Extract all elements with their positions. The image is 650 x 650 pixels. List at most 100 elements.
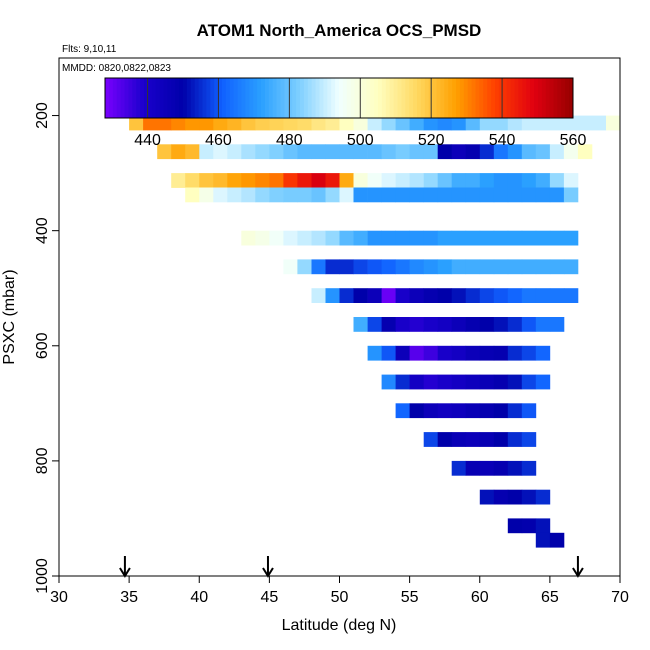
heatmap-cell: [409, 317, 424, 332]
heatmap-cell: [269, 230, 284, 246]
heatmap-cell: [409, 259, 424, 275]
colorbar-segment: [385, 78, 391, 118]
heatmap-cell: [479, 345, 495, 361]
heatmap-cell: [437, 403, 453, 419]
heatmap-cell: [535, 374, 551, 390]
heatmap-cell: [353, 173, 368, 188]
colorbar-tick-label: 540: [489, 132, 516, 149]
colorbar-segment: [569, 78, 574, 118]
colorbar-segment: [120, 78, 125, 118]
heatmap-cell: [507, 345, 523, 361]
heatmap-cell: [269, 115, 284, 131]
heatmap-cell: [535, 489, 551, 505]
heatmap-cell: [395, 230, 410, 246]
colorbar-segment: [198, 78, 203, 118]
colorbar-segment: [471, 78, 476, 118]
colorbar-segment: [202, 78, 207, 118]
heatmap-cell: [367, 115, 382, 131]
heatmap-cell: [325, 187, 340, 203]
heatmap-cell: [381, 115, 396, 131]
heatmap-cell: [521, 187, 537, 203]
heatmap-cell: [493, 489, 509, 505]
colorbar-segment: [409, 78, 414, 118]
heatmap-cell: [451, 288, 467, 303]
heatmap-cell: [437, 230, 453, 246]
heatmap-cell: [353, 230, 368, 246]
heatmap-cell: [367, 144, 382, 160]
heatmap-cell: [451, 173, 467, 188]
heatmap-cell: [465, 345, 481, 361]
heatmap-cell: [507, 259, 523, 275]
heatmap-cell: [297, 173, 312, 188]
heatmap-cell: [423, 144, 439, 160]
heatmap-cell: [493, 317, 509, 332]
heatmap-cell: [451, 115, 467, 131]
heatmap-cell: [227, 187, 242, 203]
colorbar-segment: [179, 78, 184, 118]
colorbar-segment: [483, 78, 488, 118]
heatmap-cell: [451, 144, 467, 160]
heatmap-cell: [311, 259, 326, 275]
heatmap-cell: [339, 259, 354, 275]
colorbar-segment: [296, 78, 301, 118]
colorbar-segment: [510, 78, 515, 118]
colorbar-frame: [104, 77, 574, 119]
heatmap-cell: [381, 259, 396, 275]
heatmap-cell: [437, 173, 453, 188]
colorbar-segment: [225, 78, 231, 118]
heatmap-cell: [493, 187, 509, 203]
heatmap-cell: [409, 374, 424, 390]
colorbar-segment: [475, 78, 480, 118]
heatmap-cell: [381, 288, 396, 303]
heatmap-cell: [269, 173, 284, 188]
heatmap-cell: [409, 403, 424, 419]
heatmap-cell: [437, 144, 453, 160]
colorbar-segment: [502, 78, 508, 118]
heatmap-cell: [157, 115, 172, 131]
colorbar-segment: [491, 78, 496, 118]
heatmap-cell: [325, 173, 340, 188]
heatmap-cell: [255, 187, 270, 203]
heatmap-cell: [381, 144, 396, 160]
colorbar-tick-label: 560: [560, 132, 587, 149]
heatmap-cell: [409, 173, 424, 188]
colorbar-segment: [206, 78, 211, 118]
heatmap-cell: [213, 144, 228, 160]
colorbar-segment: [280, 78, 285, 118]
colorbar-segment: [183, 78, 188, 118]
heatmap-cell: [395, 259, 410, 275]
colorbar-segment: [237, 78, 242, 118]
heatmap-cell: [479, 144, 495, 160]
heatmap-cell: [507, 374, 523, 390]
heatmap-cell: [199, 187, 214, 203]
colorbar-segment: [417, 78, 422, 118]
heatmap-cell: [465, 403, 481, 419]
heatmap-cell: [297, 115, 312, 131]
heatmap-cell: [535, 230, 551, 246]
dates-note: MMDD: 0820,0822,0823: [62, 63, 171, 74]
heatmap-cell: [521, 403, 537, 419]
heatmap-cell: [367, 288, 382, 303]
heatmap-cell: [521, 173, 537, 188]
heatmap-cell: [521, 460, 537, 476]
colorbar-segment: [108, 78, 114, 118]
heatmap-cell: [507, 317, 523, 332]
colorbar-segment: [257, 78, 262, 118]
heatmap-cell: [311, 173, 326, 188]
heatmap-cell: [493, 403, 509, 419]
colorbar-segment: [565, 78, 570, 118]
heatmap-cell: [339, 115, 354, 131]
heatmap-cell: [577, 115, 593, 131]
colorbar-segment: [436, 78, 441, 118]
heatmap-cell: [367, 317, 382, 332]
heatmap-cell: [521, 518, 537, 534]
heatmap-cell: [367, 187, 382, 203]
heatmap-cell: [353, 187, 368, 203]
chart-title: ATOM1 North_America OCS_PMSD: [197, 21, 482, 40]
colorbar-segment: [498, 78, 504, 118]
heatmap-cell: [521, 288, 537, 303]
heatmap-cell: [353, 288, 368, 303]
colorbar-segment: [136, 78, 141, 118]
heatmap-cell: [213, 115, 228, 131]
colorbar-segment: [393, 78, 398, 118]
